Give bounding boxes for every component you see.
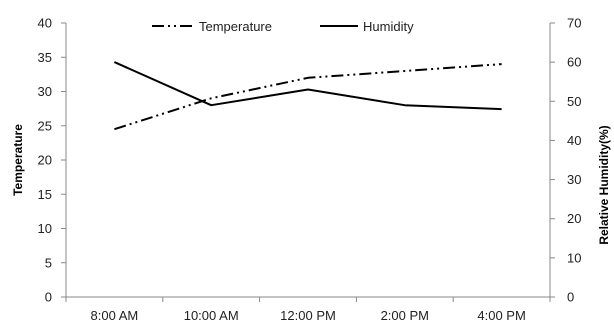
right-tick-label: 50 (567, 94, 581, 109)
right-axis-ticks: 0 10 20 30 40 50 60 70 (550, 16, 581, 305)
right-axis-title: Relative Humidity(%) (597, 125, 611, 244)
left-tick-label: 35 (38, 50, 52, 65)
right-tick-label: 40 (567, 133, 581, 148)
left-tick-label: 20 (38, 153, 52, 168)
x-tick-label: 2:00 PM (381, 308, 429, 323)
right-tick-label: 10 (567, 250, 581, 265)
left-tick-label: 10 (38, 221, 52, 236)
left-tick-label: 40 (38, 16, 52, 31)
x-tick-label: 12:00 PM (280, 308, 336, 323)
x-axis-ticks: 8:00 AM 10:00 AM 12:00 PM 2:00 PM 4:00 PM (65, 297, 551, 323)
left-tick-label: 15 (38, 187, 52, 202)
legend: Temperature Humidity (152, 19, 414, 34)
axes (65, 23, 551, 298)
right-tick-label: 20 (567, 211, 581, 226)
left-tick-label: 0 (45, 290, 52, 305)
legend-label-humidity: Humidity (363, 19, 414, 34)
right-tick-label: 70 (567, 16, 581, 31)
right-tick-label: 30 (567, 172, 581, 187)
right-tick-label: 60 (567, 55, 581, 70)
series-line-humidity (113, 61, 502, 111)
right-tick-label: 0 (567, 290, 574, 305)
series-line-temperature (114, 63, 502, 131)
x-tick-label: 10:00 AM (184, 308, 239, 323)
legend-label-temperature: Temperature (199, 19, 272, 34)
left-axis-title: Temperature (11, 124, 25, 196)
left-tick-label: 30 (38, 84, 52, 99)
left-tick-label: 5 (45, 255, 52, 270)
x-tick-label: 4:00 PM (477, 308, 525, 323)
left-tick-label: 25 (38, 118, 52, 133)
series-lines (113, 61, 502, 131)
x-tick-label: 8:00 AM (91, 308, 139, 323)
left-axis-ticks: 0 5 10 15 20 25 30 35 40 (38, 16, 66, 305)
